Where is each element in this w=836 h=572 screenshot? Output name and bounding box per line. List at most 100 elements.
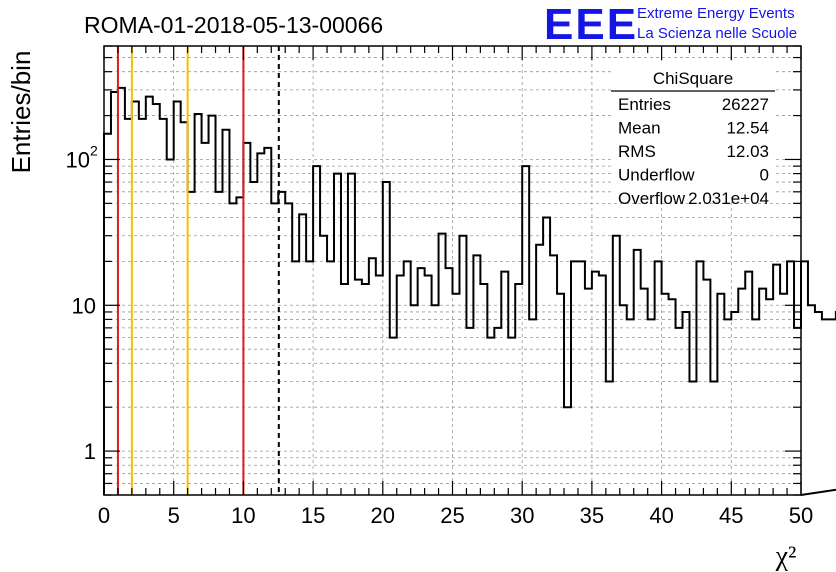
histogram-bin xyxy=(459,236,466,495)
histogram-bin xyxy=(243,143,250,495)
chart-title: ROMA-01-2018-05-13-00066 xyxy=(84,12,383,38)
histogram-bin xyxy=(334,174,341,495)
stats-row-value: 12.54 xyxy=(726,119,769,138)
histogram-bin xyxy=(257,153,264,495)
histogram-bin xyxy=(306,261,313,495)
eee-logo: EEE Extreme Energy Events La Scienza nel… xyxy=(544,0,797,49)
histogram-bin xyxy=(599,276,606,495)
histogram-bin xyxy=(411,305,418,495)
histogram-bin xyxy=(202,143,209,495)
histogram-bin xyxy=(794,328,801,495)
histogram-bin xyxy=(801,261,808,495)
histogram-bin xyxy=(787,261,794,495)
stats-row-label: Entries xyxy=(618,95,671,114)
stats-title: ChiSquare xyxy=(653,69,733,88)
x-tick-label: 0 xyxy=(98,503,110,528)
histogram-bin xyxy=(397,276,404,495)
histogram-bin xyxy=(118,88,125,495)
y-tick-label-base: 10 xyxy=(72,293,96,318)
histogram-bin xyxy=(808,305,815,495)
cut-lines xyxy=(116,46,280,495)
histogram-bin xyxy=(376,276,383,495)
stats-box: ChiSquare Entries 26227 Mean 12.54 RMS 12.03 U… xyxy=(611,62,775,208)
x-tick-label: 50 xyxy=(789,503,813,528)
x-tick-label: 5 xyxy=(168,503,180,528)
histogram-bin xyxy=(676,328,683,495)
histogram-bin xyxy=(181,122,188,495)
histogram-bin xyxy=(327,261,334,495)
histogram-bin xyxy=(780,294,787,495)
x-tick-label: 15 xyxy=(301,503,325,528)
x-tick-label: 35 xyxy=(580,503,604,528)
histogram-bin xyxy=(174,101,181,495)
histogram-bars xyxy=(103,86,836,496)
histogram-bin xyxy=(432,305,439,495)
histogram-bin xyxy=(822,319,829,495)
stats-row-label: Overflow xyxy=(618,189,686,208)
histogram-bin xyxy=(453,294,460,495)
histogram-bin xyxy=(250,182,257,495)
histogram-bin xyxy=(369,258,376,495)
histogram-bin xyxy=(153,104,160,495)
histogram-bin xyxy=(655,261,662,495)
histogram-bin xyxy=(634,250,641,495)
y-tick-label-base: 1 xyxy=(84,439,96,464)
histogram-bin xyxy=(188,192,195,495)
histogram-bin xyxy=(466,328,473,495)
x-tick-label: 45 xyxy=(719,503,743,528)
histogram-bin xyxy=(620,305,627,495)
histogram-bin xyxy=(508,338,515,495)
histogram-bin xyxy=(313,166,320,495)
histogram-bin xyxy=(320,236,327,495)
histogram-bin xyxy=(160,119,167,495)
y-tick-label: 10 2 xyxy=(66,142,98,172)
histogram-bin xyxy=(139,119,146,495)
histogram-bin xyxy=(425,276,432,495)
y-axis-label: Entries/bin xyxy=(6,51,36,174)
histogram-bin xyxy=(515,284,522,495)
histogram-bin xyxy=(111,92,118,495)
histogram-bin xyxy=(264,148,271,495)
x-tick-label: 25 xyxy=(440,503,464,528)
histogram-bin xyxy=(125,119,132,495)
histogram-bin xyxy=(829,319,836,495)
histogram-bin xyxy=(473,255,480,495)
histogram-bin xyxy=(543,217,550,495)
eee-logo-mark: EEE xyxy=(544,0,638,49)
histogram-bin xyxy=(348,174,355,495)
histogram-bin xyxy=(104,134,111,495)
histogram-bin xyxy=(557,294,564,495)
histogram-bin xyxy=(522,166,529,495)
stats-row-value: 26227 xyxy=(722,95,769,114)
histogram-bin xyxy=(341,284,348,495)
histogram-bin xyxy=(362,284,369,495)
stats-row-label: RMS xyxy=(618,142,656,161)
grid xyxy=(104,46,801,495)
histogram-bin xyxy=(662,294,669,495)
histogram-bin xyxy=(773,265,780,495)
histogram-bin xyxy=(613,236,620,495)
histogram-bin xyxy=(383,182,390,495)
stats-row-label: Underflow xyxy=(618,166,695,185)
histogram-bin xyxy=(717,294,724,495)
histogram-bin xyxy=(696,261,703,495)
histogram-bin xyxy=(487,338,494,495)
x-tick-label: 40 xyxy=(649,503,673,528)
histogram-bin xyxy=(766,299,773,495)
histogram-bin xyxy=(439,234,446,495)
stats-row-value: 0 xyxy=(760,166,769,185)
histogram-bin xyxy=(669,299,676,495)
x-tick-label: 20 xyxy=(371,503,395,528)
histogram-bin xyxy=(815,312,822,495)
histogram-bin xyxy=(167,159,174,495)
histogram-bin xyxy=(689,382,696,495)
x-axis-label: χ² xyxy=(775,541,797,572)
stats-box-background xyxy=(611,62,775,197)
histogram-outline xyxy=(103,86,836,496)
histogram-bin xyxy=(236,197,243,495)
histogram-bin xyxy=(299,214,306,495)
histogram-bin xyxy=(494,328,501,495)
histogram-bin xyxy=(146,97,153,495)
